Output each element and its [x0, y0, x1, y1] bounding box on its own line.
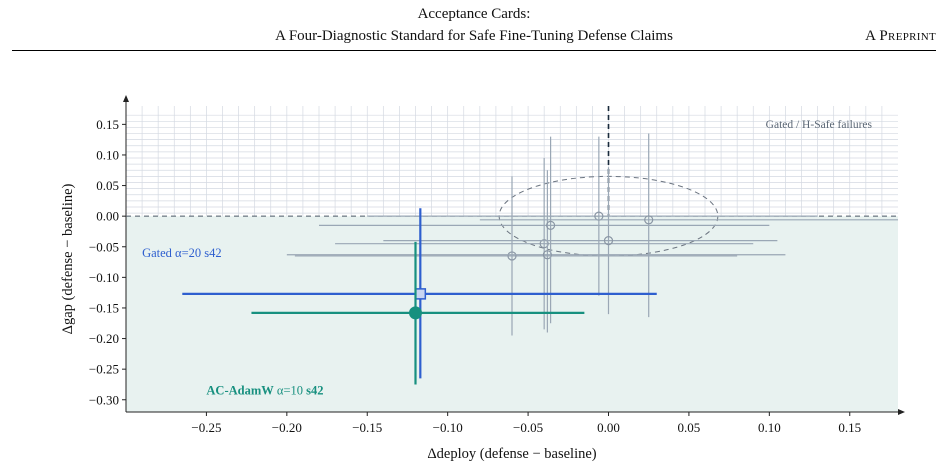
running-head: Acceptance Cards: A Four-Diagnostic Stan… [0, 0, 948, 52]
highlight-series [182, 208, 657, 385]
paper-title-line2: A Four-Diagnostic Standard for Safe Fine… [275, 28, 673, 44]
y-tick-label: −0.25 [89, 362, 119, 377]
x-tick-label: −0.10 [433, 420, 463, 435]
y-tick-label: −0.05 [89, 239, 119, 254]
x-tick-label: 0.05 [678, 420, 701, 435]
chart-labels: Gated / H-Safe failures Gated α=20 s42 AC-… [142, 119, 872, 398]
x-tick-label: −0.15 [352, 420, 382, 435]
label-acadamw: AC-AdamW α=10 s42 [206, 384, 323, 398]
label-acadamw-name: AC-AdamW [206, 384, 274, 398]
y-tick-label: 0.15 [96, 117, 119, 132]
y-axis-label: Δgap (defense − baseline) [60, 183, 76, 334]
failure-point [539, 239, 549, 249]
x-axis-label: Δdeploy (defense − baseline) [427, 446, 596, 462]
x-tick-label: −0.20 [272, 420, 302, 435]
failure-point [644, 215, 654, 225]
failure-region-label: Gated / H-Safe failures [766, 119, 873, 131]
x-axis-arrow [898, 409, 905, 415]
acadamw-marker [409, 306, 422, 320]
y-tick-label: −0.10 [89, 270, 119, 285]
failure-point [542, 250, 552, 260]
preprint-tag: A Preprint [865, 28, 936, 44]
failure-point [603, 236, 614, 246]
y-tick-label: −0.15 [89, 300, 119, 315]
y-axis-arrow [123, 95, 129, 102]
paper-title-line1: Acceptance Cards: [417, 6, 531, 22]
y-tick-label: 0.05 [96, 178, 119, 193]
failure-point [545, 220, 556, 230]
label-acadamw-alpha: α=10 [274, 384, 306, 398]
y-tick-label: 0.10 [96, 147, 119, 162]
label-gated: Gated α=20 s42 [142, 246, 222, 260]
failure-points [286, 133, 898, 336]
x-tick-label: −0.25 [191, 420, 221, 435]
x-tick-label: 0.00 [597, 420, 620, 435]
label-acadamw-seed: s42 [306, 384, 323, 398]
gated-marker [414, 288, 427, 300]
y-tick-label: 0.00 [96, 209, 119, 224]
x-tick-label: −0.05 [513, 420, 543, 435]
header-rule [12, 50, 936, 51]
y-tick-label: −0.30 [89, 392, 119, 407]
x-tick-label: 0.15 [838, 420, 861, 435]
x-tick-label: 0.10 [758, 420, 781, 435]
axes: −0.25 −0.20 −0.15 −0.10 −0.05 0.00 0.05 0.10 0.1… [60, 95, 905, 462]
y-tick-label: −0.20 [89, 331, 119, 346]
failure-point [507, 251, 517, 261]
